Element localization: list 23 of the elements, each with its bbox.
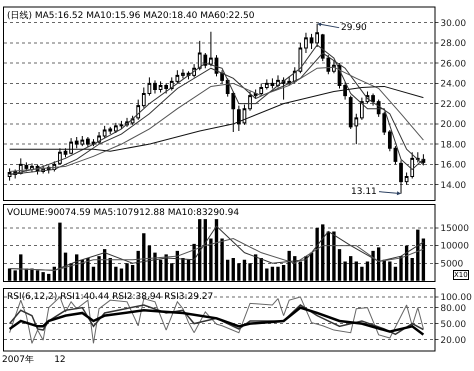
y-tick-label: 20.00: [440, 120, 466, 130]
y-tick-label: 5000: [440, 259, 464, 270]
y-tick-label: 22.00: [440, 100, 466, 110]
y-tick-label: 16.00: [440, 160, 466, 171]
chart-title: (日线) MA5:16.52 MA10:15.96 MA20:18.40 MA60:22.50: [7, 10, 255, 21]
chart-title: VOLUME:90074.59 MA5:107912.88 MA10:83290.94: [7, 208, 240, 218]
y-tick-label: 30.00: [440, 18, 466, 29]
y-tick-label: 28.00: [440, 39, 466, 50]
y-tick-label: 10000: [440, 242, 470, 252]
y-tick-label: 20.00: [440, 336, 466, 346]
y-tick-label: 18.00: [440, 140, 466, 150]
x-tick-label: 12: [54, 355, 66, 366]
chart-title: RSI(6,12,2) RSI1:40.44 RSI2:38.94 RSI3:29.27: [7, 292, 214, 302]
y-tick-label: 14.00: [440, 180, 466, 191]
annotation: 29.90: [341, 23, 368, 33]
x-tick-label: 2007年: [2, 354, 34, 366]
y-tick-label: 15000: [440, 224, 470, 234]
y-tick-label: 80.00: [440, 304, 466, 314]
y-tick-label: 50.00: [440, 320, 466, 330]
y-tick-label: 26.00: [440, 59, 466, 70]
annotation: 13.11: [351, 187, 377, 197]
y-tick-label: 24.00: [440, 80, 466, 90]
y-tick-label: 100.00: [440, 293, 472, 304]
